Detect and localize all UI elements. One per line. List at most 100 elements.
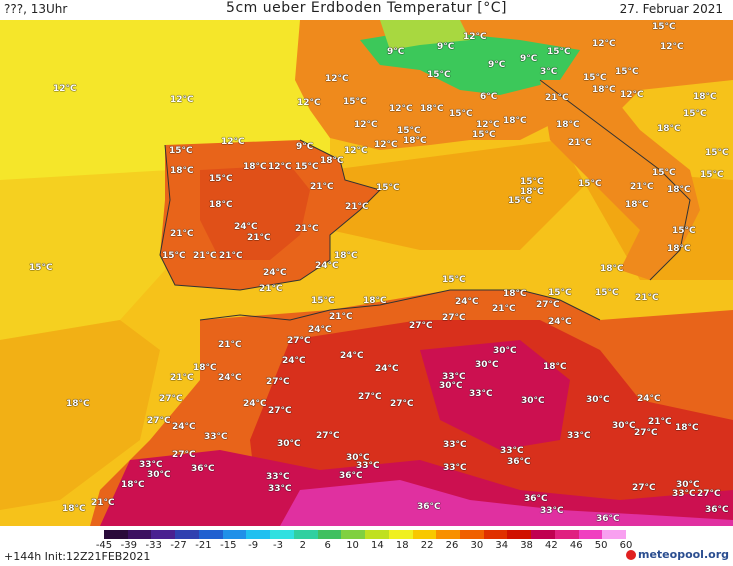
temperature-label: 30°C (475, 360, 499, 370)
temperature-label: 24°C (308, 325, 332, 335)
temperature-label: 30°C (676, 480, 700, 490)
temperature-label: 30°C (612, 421, 636, 431)
temperature-label: 6°C (480, 92, 498, 102)
temperature-label: 18°C (520, 187, 544, 197)
temperature-label: 18°C (667, 185, 691, 195)
legend-tick: 60 (619, 540, 633, 551)
italy-coastline (539, 79, 691, 281)
temperature-label: 30°C (521, 396, 545, 406)
temperature-label: 24°C (637, 394, 661, 404)
legend-tick: 26 (445, 540, 459, 551)
legend-tick: -27 (170, 540, 187, 551)
legend-tick: 42 (545, 540, 558, 551)
temperature-label: 15°C (578, 179, 602, 189)
forecast-time-label: ???, 13Uhr (4, 2, 68, 16)
temperature-map[interactable]: 12°C 12°C 12°C 12°C 9°C 9°C 12°C 9°C 15°C 12°C 15°… (0, 20, 733, 526)
temperature-label: 27°C (172, 450, 196, 460)
legend-swatch (602, 530, 627, 539)
temperature-label: 15°C (700, 170, 724, 180)
legend-tick: 14 (371, 540, 384, 551)
temperature-label: 18°C (363, 296, 387, 306)
temperature-label: 33°C (567, 431, 591, 441)
legend-swatch (365, 530, 389, 539)
legend-tick: 22 (420, 540, 434, 551)
legend-swatch (531, 530, 555, 539)
temperature-label: 30°C (147, 470, 171, 480)
temperature-label: 18°C (503, 116, 527, 126)
temperature-label: 27°C (632, 483, 656, 493)
temperature-label: 15°C (295, 162, 319, 172)
temperature-label: 21°C (259, 284, 283, 294)
land-extreme-zone (280, 480, 733, 526)
temperature-label: 33°C (356, 461, 380, 471)
iberia-coastline (159, 139, 381, 291)
temperature-label: 9°C (437, 42, 455, 52)
temperature-label: 24°C (548, 317, 572, 327)
temperature-label: 15°C (548, 288, 572, 298)
temperature-label: 15°C (343, 97, 367, 107)
meteopool-logo[interactable]: meteopool.org (626, 548, 729, 561)
legend-tick: -15 (220, 540, 237, 551)
temperature-label: 15°C (652, 22, 676, 32)
temperature-label: 33°C (442, 372, 466, 382)
temperature-label: 27°C (358, 392, 382, 402)
temperature-label: 9°C (488, 60, 506, 70)
temperature-label: 15°C (376, 183, 400, 193)
temperature-label: 18°C (62, 504, 86, 514)
temperature-label: 36°C (524, 494, 548, 504)
temperature-label: 15°C (508, 196, 532, 206)
atlantic-south-sea (0, 320, 160, 510)
alps-edge (380, 20, 470, 50)
temperature-label: 15°C (427, 70, 451, 80)
temperature-label: 21°C (310, 182, 334, 192)
temperature-label: 9°C (520, 54, 538, 64)
temperature-label: 12°C (592, 39, 616, 49)
temperature-label: 24°C (172, 422, 196, 432)
temperature-label: 30°C (277, 439, 301, 449)
legend-tick: 2 (299, 540, 307, 551)
temperature-label: 24°C (315, 261, 339, 271)
temperature-label: 12°C (297, 98, 321, 108)
temperature-label: 27°C (147, 416, 171, 426)
legend-swatch (483, 530, 508, 539)
legend-tick: -33 (145, 540, 162, 551)
temperature-label: 36°C (417, 502, 441, 512)
temperature-label: 12°C (463, 32, 487, 42)
temperature-label: 33°C (540, 506, 564, 516)
temperature-label: 15°C (615, 67, 639, 77)
temperature-label: 21°C (492, 304, 516, 314)
temperature-label: 18°C (625, 200, 649, 210)
temperature-label: 27°C (287, 336, 311, 346)
temperature-label: 12°C (476, 120, 500, 130)
legend-tick: 18 (395, 540, 409, 551)
temperature-label: 21°C (345, 202, 369, 212)
run-info: +144h Init:12Z21FEB2021 (4, 550, 151, 563)
legend-swatch (104, 530, 128, 539)
temperature-label: 12°C (354, 120, 378, 130)
temperature-label: 15°C (472, 130, 496, 140)
temperature-label: 15°C (311, 296, 335, 306)
temperature-label: 27°C (634, 428, 658, 438)
temperature-label: 36°C (596, 514, 620, 524)
temperature-label: 15°C (520, 177, 544, 187)
land-iberia-interior (200, 165, 310, 260)
legend-swatch (246, 530, 271, 539)
legend-tick: 10 (346, 540, 359, 551)
temperature-label: 18°C (320, 156, 344, 166)
temperature-label: 18°C (592, 85, 616, 95)
temperature-label: 18°C (243, 162, 267, 172)
legend-swatch (554, 530, 579, 539)
legend-swatch (293, 530, 318, 539)
temperature-label: 33°C (443, 440, 467, 450)
temperature-label: 27°C (266, 377, 290, 387)
temperature-label: 24°C (234, 222, 258, 232)
legend-swatch (341, 530, 366, 539)
temperature-label: 24°C (282, 356, 306, 366)
temperature-label: 18°C (543, 362, 567, 372)
temperature-label: 9°C (296, 142, 314, 152)
temperature-label: 33°C (500, 446, 524, 456)
temperature-label: 18°C (503, 289, 527, 299)
legend-swatch (175, 530, 199, 539)
legend-tick: -39 (120, 540, 138, 551)
temperature-label: 30°C (346, 453, 370, 463)
